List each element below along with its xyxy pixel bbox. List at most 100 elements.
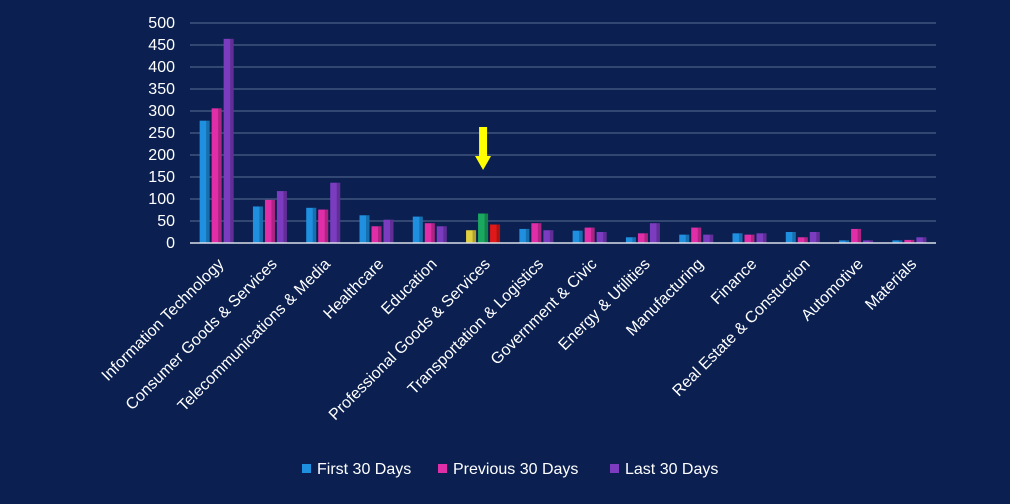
y-tick-label: 150 bbox=[148, 169, 175, 186]
bar-shade bbox=[644, 233, 648, 243]
bar-shade bbox=[591, 227, 595, 243]
bar bbox=[625, 237, 636, 243]
y-tick-label: 50 bbox=[157, 213, 175, 230]
bar bbox=[276, 191, 287, 243]
bar bbox=[211, 108, 222, 243]
bar-shade bbox=[739, 233, 743, 243]
bar-shade bbox=[230, 38, 234, 244]
legend-label: Last 30 Days bbox=[625, 461, 718, 478]
legend-label: Previous 30 Days bbox=[453, 461, 578, 478]
bar bbox=[637, 233, 648, 243]
bar bbox=[785, 232, 796, 243]
bar bbox=[809, 232, 820, 243]
bar bbox=[703, 234, 714, 243]
legend: First 30 Days Previous 30 Days Last 30 Day… bbox=[302, 461, 718, 478]
y-tick-label: 100 bbox=[148, 191, 175, 208]
bar bbox=[490, 224, 501, 243]
arrow-head bbox=[475, 156, 492, 170]
bar-shade bbox=[419, 216, 423, 243]
bar-shade bbox=[537, 223, 542, 243]
legend-swatch bbox=[438, 464, 447, 473]
bar bbox=[584, 227, 595, 243]
bar bbox=[904, 239, 915, 243]
bar bbox=[252, 206, 263, 243]
bar-shade bbox=[218, 108, 222, 243]
gridlines bbox=[190, 22, 936, 222]
arrow-shaft bbox=[479, 127, 488, 157]
bar bbox=[359, 215, 370, 243]
y-axis-ticks: 0 50 100 150 200 250 300 350 400 450 500 bbox=[148, 15, 175, 252]
bar-shade bbox=[259, 206, 263, 243]
bar-shade bbox=[484, 213, 489, 243]
bar-shade bbox=[579, 230, 583, 243]
bar-shade bbox=[366, 215, 370, 243]
bar-shade bbox=[312, 207, 317, 243]
bar bbox=[572, 230, 583, 243]
bar-shade bbox=[390, 219, 394, 243]
bar-shade bbox=[632, 237, 636, 243]
bar-shade bbox=[751, 234, 755, 243]
bar-shade bbox=[845, 240, 850, 243]
bar bbox=[732, 233, 743, 243]
bar bbox=[306, 207, 317, 243]
y-tick-label: 500 bbox=[148, 15, 175, 32]
bar bbox=[649, 223, 660, 243]
bar bbox=[679, 234, 690, 243]
bar-shade bbox=[910, 239, 915, 243]
bar bbox=[412, 216, 423, 243]
bar-shade bbox=[763, 233, 767, 243]
bar-shade bbox=[472, 230, 477, 243]
bar bbox=[318, 209, 329, 243]
category-label: Finance bbox=[708, 256, 760, 308]
bar-shade bbox=[271, 199, 275, 243]
bar bbox=[383, 219, 394, 243]
bar-shade bbox=[336, 182, 341, 243]
bar bbox=[863, 240, 874, 243]
bar bbox=[543, 230, 554, 243]
bar-shade bbox=[431, 223, 435, 243]
y-tick-label: 450 bbox=[148, 37, 175, 54]
bar-shade bbox=[922, 237, 927, 243]
bar bbox=[478, 213, 489, 243]
bar bbox=[744, 234, 755, 243]
bar bbox=[839, 240, 850, 243]
y-tick-label: 0 bbox=[166, 235, 175, 252]
bar-shade bbox=[792, 232, 796, 243]
bar bbox=[892, 240, 903, 243]
y-tick-label: 250 bbox=[148, 125, 175, 142]
bar-shade bbox=[656, 223, 660, 243]
bar-shade bbox=[804, 237, 808, 243]
bar bbox=[223, 38, 234, 244]
category-label: Energy & Utilities bbox=[556, 256, 654, 354]
bar-shade bbox=[869, 240, 874, 243]
bar-shade bbox=[549, 230, 554, 243]
bar-shade bbox=[816, 232, 820, 243]
bar-shade bbox=[206, 120, 210, 243]
bar bbox=[531, 223, 542, 243]
bar-shade bbox=[324, 209, 329, 243]
y-tick-label: 350 bbox=[148, 81, 175, 98]
bar-shade bbox=[378, 226, 382, 243]
bar-shade bbox=[697, 227, 702, 243]
bar bbox=[264, 199, 275, 243]
bar bbox=[851, 228, 862, 243]
y-tick-label: 300 bbox=[148, 103, 175, 120]
legend-swatch bbox=[302, 464, 311, 473]
bar-shade bbox=[283, 191, 287, 243]
legend-swatch bbox=[610, 464, 619, 473]
bar bbox=[466, 230, 477, 243]
bar-shade bbox=[443, 226, 447, 243]
bar bbox=[756, 233, 767, 243]
bar-shade bbox=[709, 234, 714, 243]
bar-shade bbox=[857, 228, 862, 243]
bar bbox=[916, 237, 927, 243]
bar bbox=[691, 227, 702, 243]
bar bbox=[424, 223, 435, 243]
category-label: Government & Civic bbox=[488, 256, 601, 369]
y-tick-label: 200 bbox=[148, 147, 175, 164]
bar-shade bbox=[603, 232, 607, 243]
legend-label: First 30 Days bbox=[317, 461, 411, 478]
category-label: Materials bbox=[862, 256, 920, 314]
